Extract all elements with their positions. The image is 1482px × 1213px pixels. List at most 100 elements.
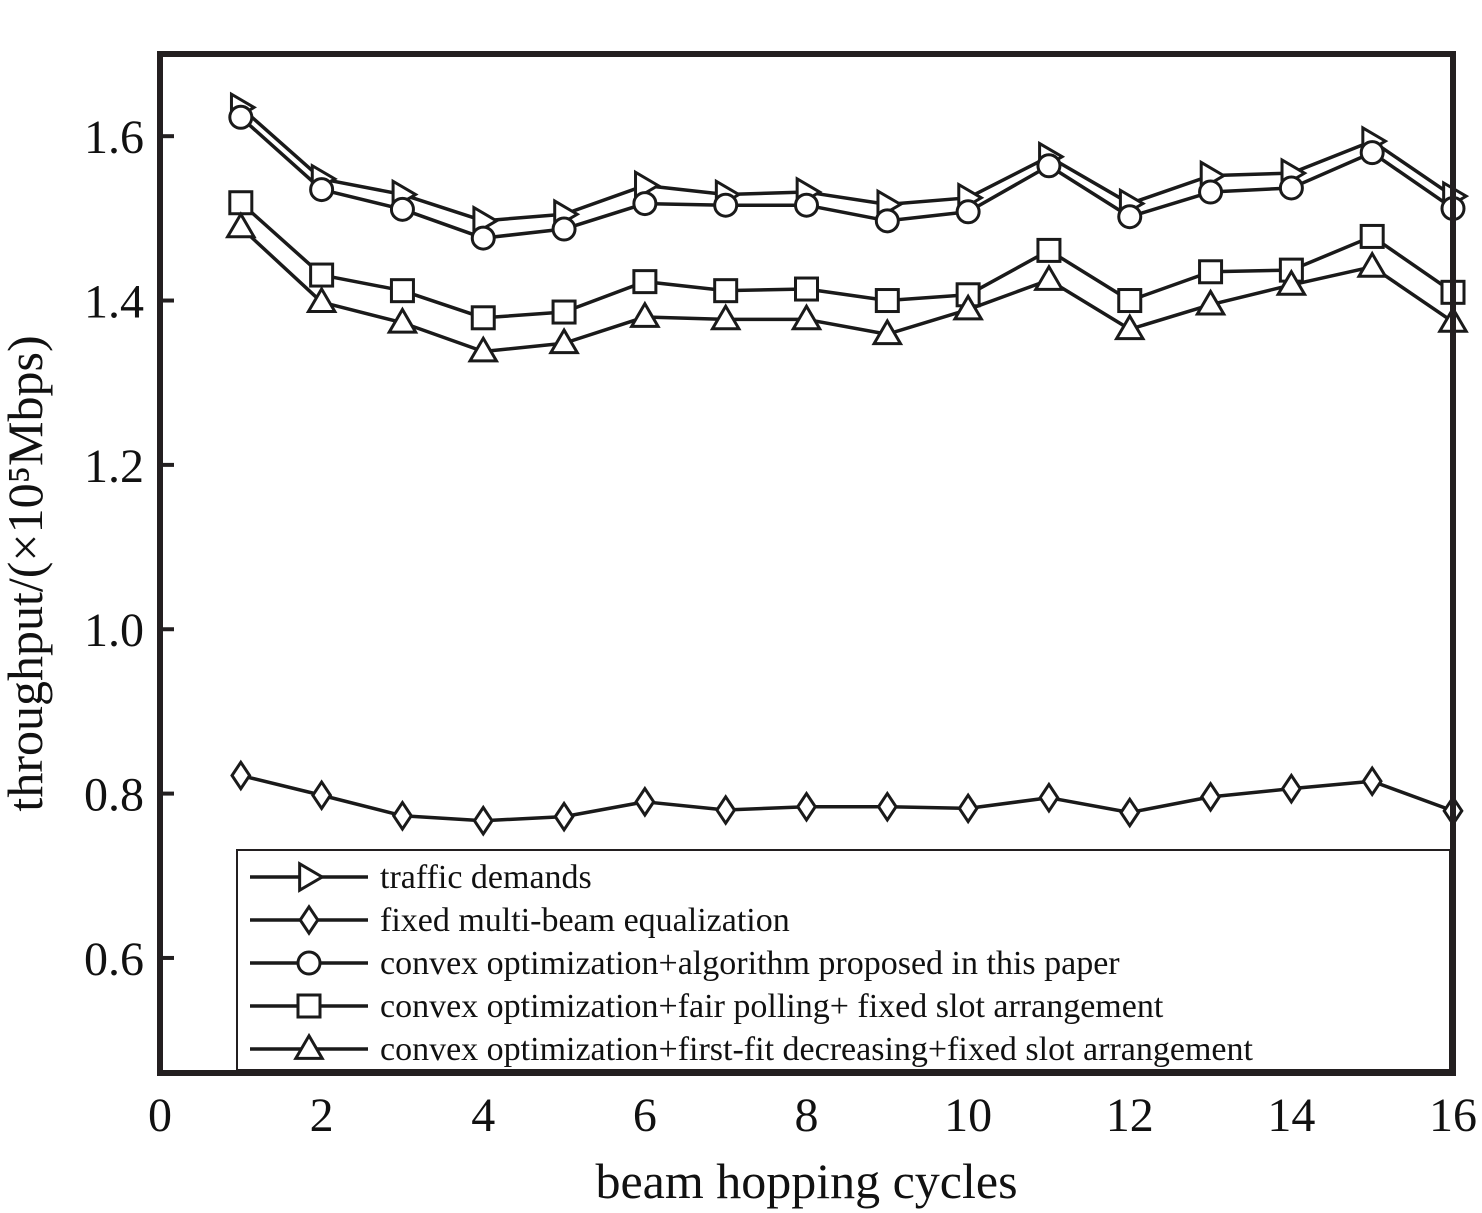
y-tick-label: 1.4 — [84, 276, 144, 329]
x-tick-label: 14 — [1267, 1089, 1315, 1142]
data-point — [632, 191, 658, 217]
legend-label: fixed multi-beam equalization — [380, 902, 790, 939]
data-point — [1036, 153, 1062, 179]
data-point — [952, 293, 984, 321]
legend-marker — [296, 950, 322, 976]
legend-marker — [296, 993, 322, 1019]
data-point — [1117, 204, 1143, 230]
series-layer — [224, 91, 1470, 837]
y-tick-label: 1.6 — [84, 111, 144, 164]
legend-box — [236, 849, 1451, 1071]
data-point — [309, 262, 335, 288]
y-axis-ticks: 0.6 0.8 1.0 1.2 1.4 1.6 — [84, 111, 174, 986]
x-tick-label: 10 — [944, 1089, 992, 1142]
legend-item: fixed multi-beam equalization — [250, 902, 790, 939]
data-point — [224, 211, 257, 239]
legend-item: convex optimization+fair polling+ fixed … — [250, 988, 1164, 1025]
data-point — [389, 278, 415, 304]
plot-frame — [157, 51, 1456, 1076]
data-point — [1113, 313, 1146, 341]
data-point — [1036, 237, 1062, 263]
data-point — [1275, 268, 1308, 296]
series-line — [240, 773, 1454, 823]
data-point — [1033, 263, 1065, 291]
data-point — [794, 192, 819, 218]
data-point — [228, 190, 254, 216]
data-point — [795, 790, 818, 823]
data-point — [874, 288, 900, 314]
data-point — [1198, 259, 1224, 285]
data-point — [391, 799, 414, 832]
data-point — [1117, 288, 1143, 314]
series-line — [239, 226, 1454, 354]
series-line — [239, 115, 1454, 240]
data-point — [1278, 175, 1304, 201]
x-tick-label: 2 — [310, 1089, 334, 1142]
legend-label: traffic demands — [380, 859, 592, 896]
data-point — [309, 177, 335, 203]
data-point — [1119, 796, 1141, 829]
data-point — [551, 299, 577, 325]
y-tick-label: 0.6 — [84, 933, 144, 986]
data-point — [470, 305, 496, 331]
y-axis-title: throughput/(×10⁵Mbps) — [0, 335, 53, 811]
data-point — [305, 286, 338, 314]
series-1 — [229, 91, 1470, 237]
data-point — [715, 794, 737, 826]
data-point — [874, 208, 900, 234]
legend-item: convex optimization+first-fit decreasing… — [250, 1031, 1253, 1068]
x-tick-label: 12 — [1106, 1089, 1154, 1142]
data-point — [709, 303, 742, 331]
data-point — [955, 199, 981, 225]
x-tick-label: 6 — [633, 1089, 657, 1142]
data-point — [876, 790, 898, 823]
y-tick-label: 1.2 — [84, 440, 144, 493]
data-point — [551, 216, 577, 242]
data-point — [230, 759, 252, 792]
data-point — [957, 792, 979, 825]
data-point — [548, 327, 580, 355]
data-point — [1359, 140, 1385, 166]
legend: traffic demands fixed multi-beam equaliza… — [236, 849, 1451, 1071]
x-tick-label: 16 — [1429, 1089, 1477, 1142]
x-tick-label: 4 — [471, 1089, 495, 1142]
data-point — [467, 335, 500, 363]
data-point — [790, 303, 823, 331]
data-point — [871, 318, 904, 346]
legend-marker — [298, 904, 320, 936]
data-point — [553, 800, 575, 833]
legend-item: convex optimization+algorithm proposed i… — [250, 945, 1120, 982]
legend-item: traffic demands — [250, 859, 592, 896]
x-axis-title: beam hopping cycles — [595, 1153, 1017, 1209]
data-point — [1198, 179, 1224, 205]
legend-marker — [293, 1032, 325, 1060]
data-point — [470, 225, 496, 251]
data-point — [1194, 288, 1227, 316]
series-2 — [230, 759, 1464, 837]
legend-label: convex optimization+first-fit decreasing… — [380, 1031, 1253, 1068]
data-point — [713, 278, 739, 304]
data-point — [1359, 223, 1385, 249]
x-axis-ticks: 0 2 4 6 8 10 12 14 16 — [148, 1059, 1477, 1142]
x-tick-label: 8 — [795, 1089, 819, 1142]
series-line — [239, 106, 1454, 223]
data-point — [472, 804, 494, 837]
data-point — [389, 196, 415, 222]
data-point — [629, 300, 661, 328]
y-tick-label: 1.0 — [84, 604, 144, 657]
data-point — [228, 104, 254, 130]
data-point — [1361, 765, 1383, 798]
series-line — [239, 201, 1454, 320]
y-tick-label: 0.8 — [84, 769, 144, 822]
data-point — [1356, 250, 1389, 278]
data-point — [632, 269, 658, 295]
legend-marker — [298, 861, 326, 893]
x-tick-label: 0 — [148, 1089, 172, 1142]
data-point — [634, 785, 656, 818]
legend-label: convex optimization+fair polling+ fixed … — [380, 988, 1164, 1025]
series-3 — [228, 104, 1466, 251]
data-point — [1199, 780, 1222, 813]
data-point — [1280, 772, 1302, 805]
data-point — [386, 306, 419, 334]
